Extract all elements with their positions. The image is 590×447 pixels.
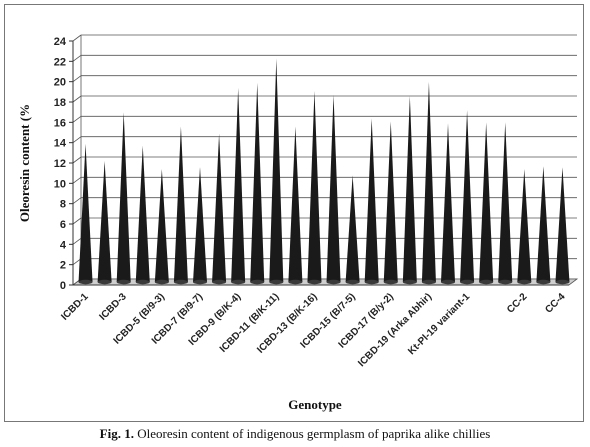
y-tick-label: 6	[60, 219, 66, 231]
bar-base	[383, 279, 398, 285]
bar-base	[154, 279, 169, 285]
bar	[383, 121, 398, 282]
bar	[460, 110, 475, 282]
bar	[364, 118, 379, 282]
bar-base	[193, 279, 207, 285]
bar	[193, 167, 207, 282]
gridline-side	[72, 177, 82, 184]
figure-caption: Fig. 1. Oleoresin content of indigenous …	[0, 426, 590, 442]
bar	[97, 161, 112, 282]
bar	[307, 90, 322, 282]
gridline-side	[72, 75, 82, 82]
gridline-side	[72, 217, 82, 225]
bar-base	[212, 279, 227, 285]
bar-base	[479, 279, 494, 285]
bar	[536, 166, 551, 282]
bar-base	[345, 279, 360, 285]
bar-base	[498, 279, 513, 285]
bar-base	[307, 279, 322, 285]
bar	[212, 133, 227, 282]
gridline-side	[72, 136, 82, 143]
x-tick-label: CC-4	[543, 291, 568, 316]
bar	[250, 82, 265, 282]
x-tick-label: ICBD-1	[59, 291, 91, 323]
y-tick-label: 16	[54, 117, 66, 129]
bar	[345, 175, 360, 282]
bar	[173, 126, 188, 282]
x-axis-label: Genotype	[288, 397, 342, 412]
y-tick-label: 24	[54, 36, 67, 48]
y-tick-label: 14	[54, 138, 67, 150]
bar-base	[78, 279, 93, 285]
bar-base	[517, 279, 532, 285]
bar-base	[460, 279, 475, 285]
gridline-side	[72, 197, 82, 204]
bar	[326, 94, 341, 282]
y-tick-label: 0	[60, 280, 66, 292]
y-tick-label: 18	[54, 97, 66, 109]
bar	[421, 81, 436, 282]
caption-text: Oleoresin content of indigenous germplas…	[137, 426, 491, 441]
bar	[116, 112, 131, 282]
bar-base	[269, 279, 284, 285]
gridline-side	[72, 116, 82, 123]
bar	[154, 169, 169, 282]
x-tick-label: CC-2	[505, 291, 530, 316]
gridline-side	[72, 238, 82, 245]
gridline-side	[72, 156, 82, 164]
bar	[78, 143, 93, 282]
bar	[135, 145, 150, 282]
chart-frame: 0 2 4 6 8 10 12 14 16 18 20 22 24 ICBD-1 ICBD-3 ICBD-5 …	[4, 4, 584, 422]
gridline-side	[72, 34, 82, 42]
gridline-side	[72, 258, 82, 265]
y-tick-label: 20	[54, 77, 66, 89]
bar	[269, 58, 284, 283]
y-tick-label: 12	[54, 158, 66, 170]
bar	[441, 123, 455, 283]
y-tick-label: 2	[60, 260, 66, 272]
bar-base	[173, 279, 188, 285]
gridline-side	[72, 95, 82, 103]
bar-base	[116, 279, 131, 285]
bar-base	[135, 279, 150, 285]
y-tick-label: 22	[54, 56, 66, 68]
bar-base	[326, 279, 341, 285]
bar	[402, 95, 417, 282]
bar	[479, 122, 494, 282]
bar-base	[231, 279, 246, 285]
gridline-side	[72, 55, 82, 62]
bar	[231, 87, 246, 282]
bar-base	[250, 279, 265, 285]
bar	[517, 169, 532, 282]
x-tick-label: ICBD-3	[97, 291, 129, 323]
caption-label: Fig. 1.	[99, 426, 134, 441]
bar-base	[421, 279, 436, 285]
bar-base	[441, 279, 455, 285]
x-tick-label: ICBD-19 (Arka Abhir)	[356, 291, 434, 369]
bar	[498, 122, 513, 282]
bar	[555, 167, 570, 282]
bar-base	[364, 279, 379, 285]
bar-base	[288, 279, 303, 285]
bar	[288, 126, 303, 282]
bar-base	[555, 279, 570, 285]
bar-base	[97, 279, 112, 285]
bar-base	[402, 279, 417, 285]
y-axis-label: Oleoresin content (%	[17, 104, 32, 222]
y-tick-label: 8	[60, 199, 66, 211]
y-tick-label: 4	[60, 239, 67, 251]
y-tick-label: 10	[54, 178, 66, 190]
bar-base	[536, 279, 551, 285]
